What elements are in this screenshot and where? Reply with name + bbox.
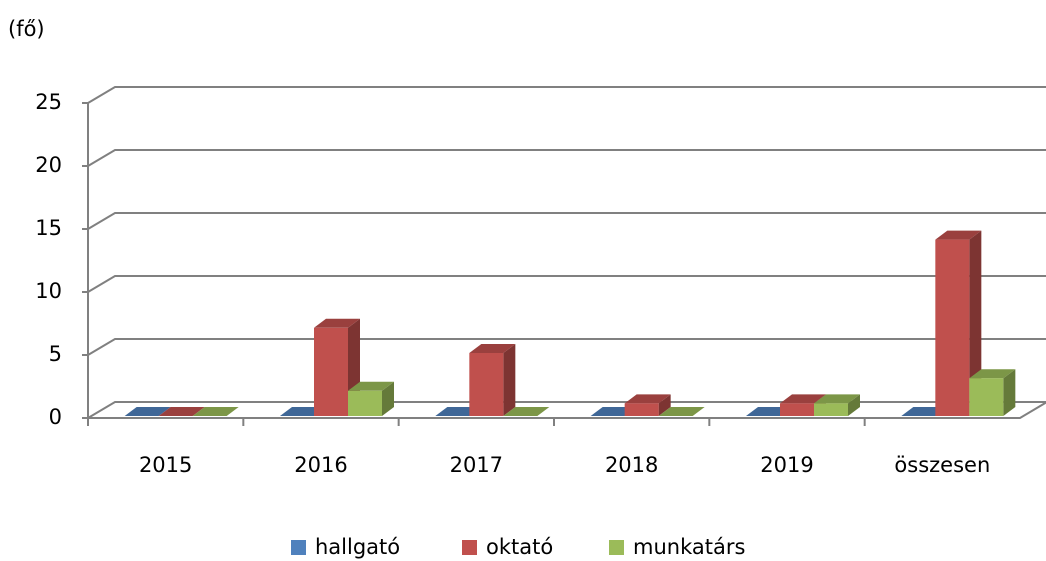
y-tick-label: 20 bbox=[35, 153, 62, 177]
grid-line bbox=[87, 338, 1046, 356]
y-axis-label: (fő) bbox=[8, 17, 45, 41]
x-tick-label: 2016 bbox=[294, 453, 347, 477]
bar-top bbox=[158, 407, 205, 416]
y-tick-label: 10 bbox=[35, 279, 62, 303]
bar bbox=[969, 378, 1004, 416]
legend-swatch bbox=[462, 540, 477, 555]
grid-line bbox=[87, 212, 1046, 230]
bar bbox=[348, 390, 382, 416]
bar-side bbox=[658, 394, 671, 416]
bar-top bbox=[658, 407, 705, 416]
grid-line bbox=[87, 149, 1046, 167]
bar-side bbox=[382, 381, 394, 416]
bar-top bbox=[780, 394, 826, 404]
y-tick-label: 25 bbox=[35, 90, 62, 114]
x-tick-label: 2019 bbox=[760, 453, 813, 477]
bar-top bbox=[969, 369, 1016, 379]
legend-label: hallgató bbox=[315, 535, 400, 559]
y-tick-label: 0 bbox=[49, 405, 62, 429]
bar bbox=[624, 403, 659, 416]
bar-top bbox=[624, 394, 671, 404]
legend-swatch bbox=[609, 540, 624, 555]
legend-label: oktató bbox=[486, 535, 553, 559]
bar-top bbox=[124, 407, 171, 416]
bar-top bbox=[314, 318, 360, 328]
y-tick-label: 5 bbox=[49, 342, 62, 366]
x-tick-label: 2017 bbox=[450, 453, 503, 477]
bar-side bbox=[969, 230, 982, 416]
bar bbox=[314, 327, 348, 416]
bar-side bbox=[1003, 369, 1016, 416]
bar bbox=[469, 353, 504, 416]
bar-top bbox=[503, 407, 550, 416]
bar-side bbox=[848, 394, 860, 416]
x-tick-label: összesen bbox=[894, 453, 990, 477]
bar bbox=[780, 403, 814, 416]
bar-top bbox=[935, 230, 982, 240]
legend-label: munkatárs bbox=[633, 535, 745, 559]
grid-line bbox=[87, 401, 1046, 419]
bar-top bbox=[192, 407, 239, 416]
bar-top bbox=[469, 344, 516, 353]
x-tick-label: 2018 bbox=[605, 453, 658, 477]
legend-swatch bbox=[291, 540, 306, 555]
grid-line bbox=[87, 86, 1046, 104]
bar bbox=[935, 239, 970, 416]
x-tick-label: 2015 bbox=[139, 453, 192, 477]
bar bbox=[814, 403, 848, 416]
grid-line bbox=[87, 275, 1046, 293]
y-tick-label: 15 bbox=[35, 216, 62, 240]
bar-side bbox=[503, 344, 516, 416]
bar-top bbox=[814, 394, 860, 404]
bar-top bbox=[348, 381, 394, 391]
